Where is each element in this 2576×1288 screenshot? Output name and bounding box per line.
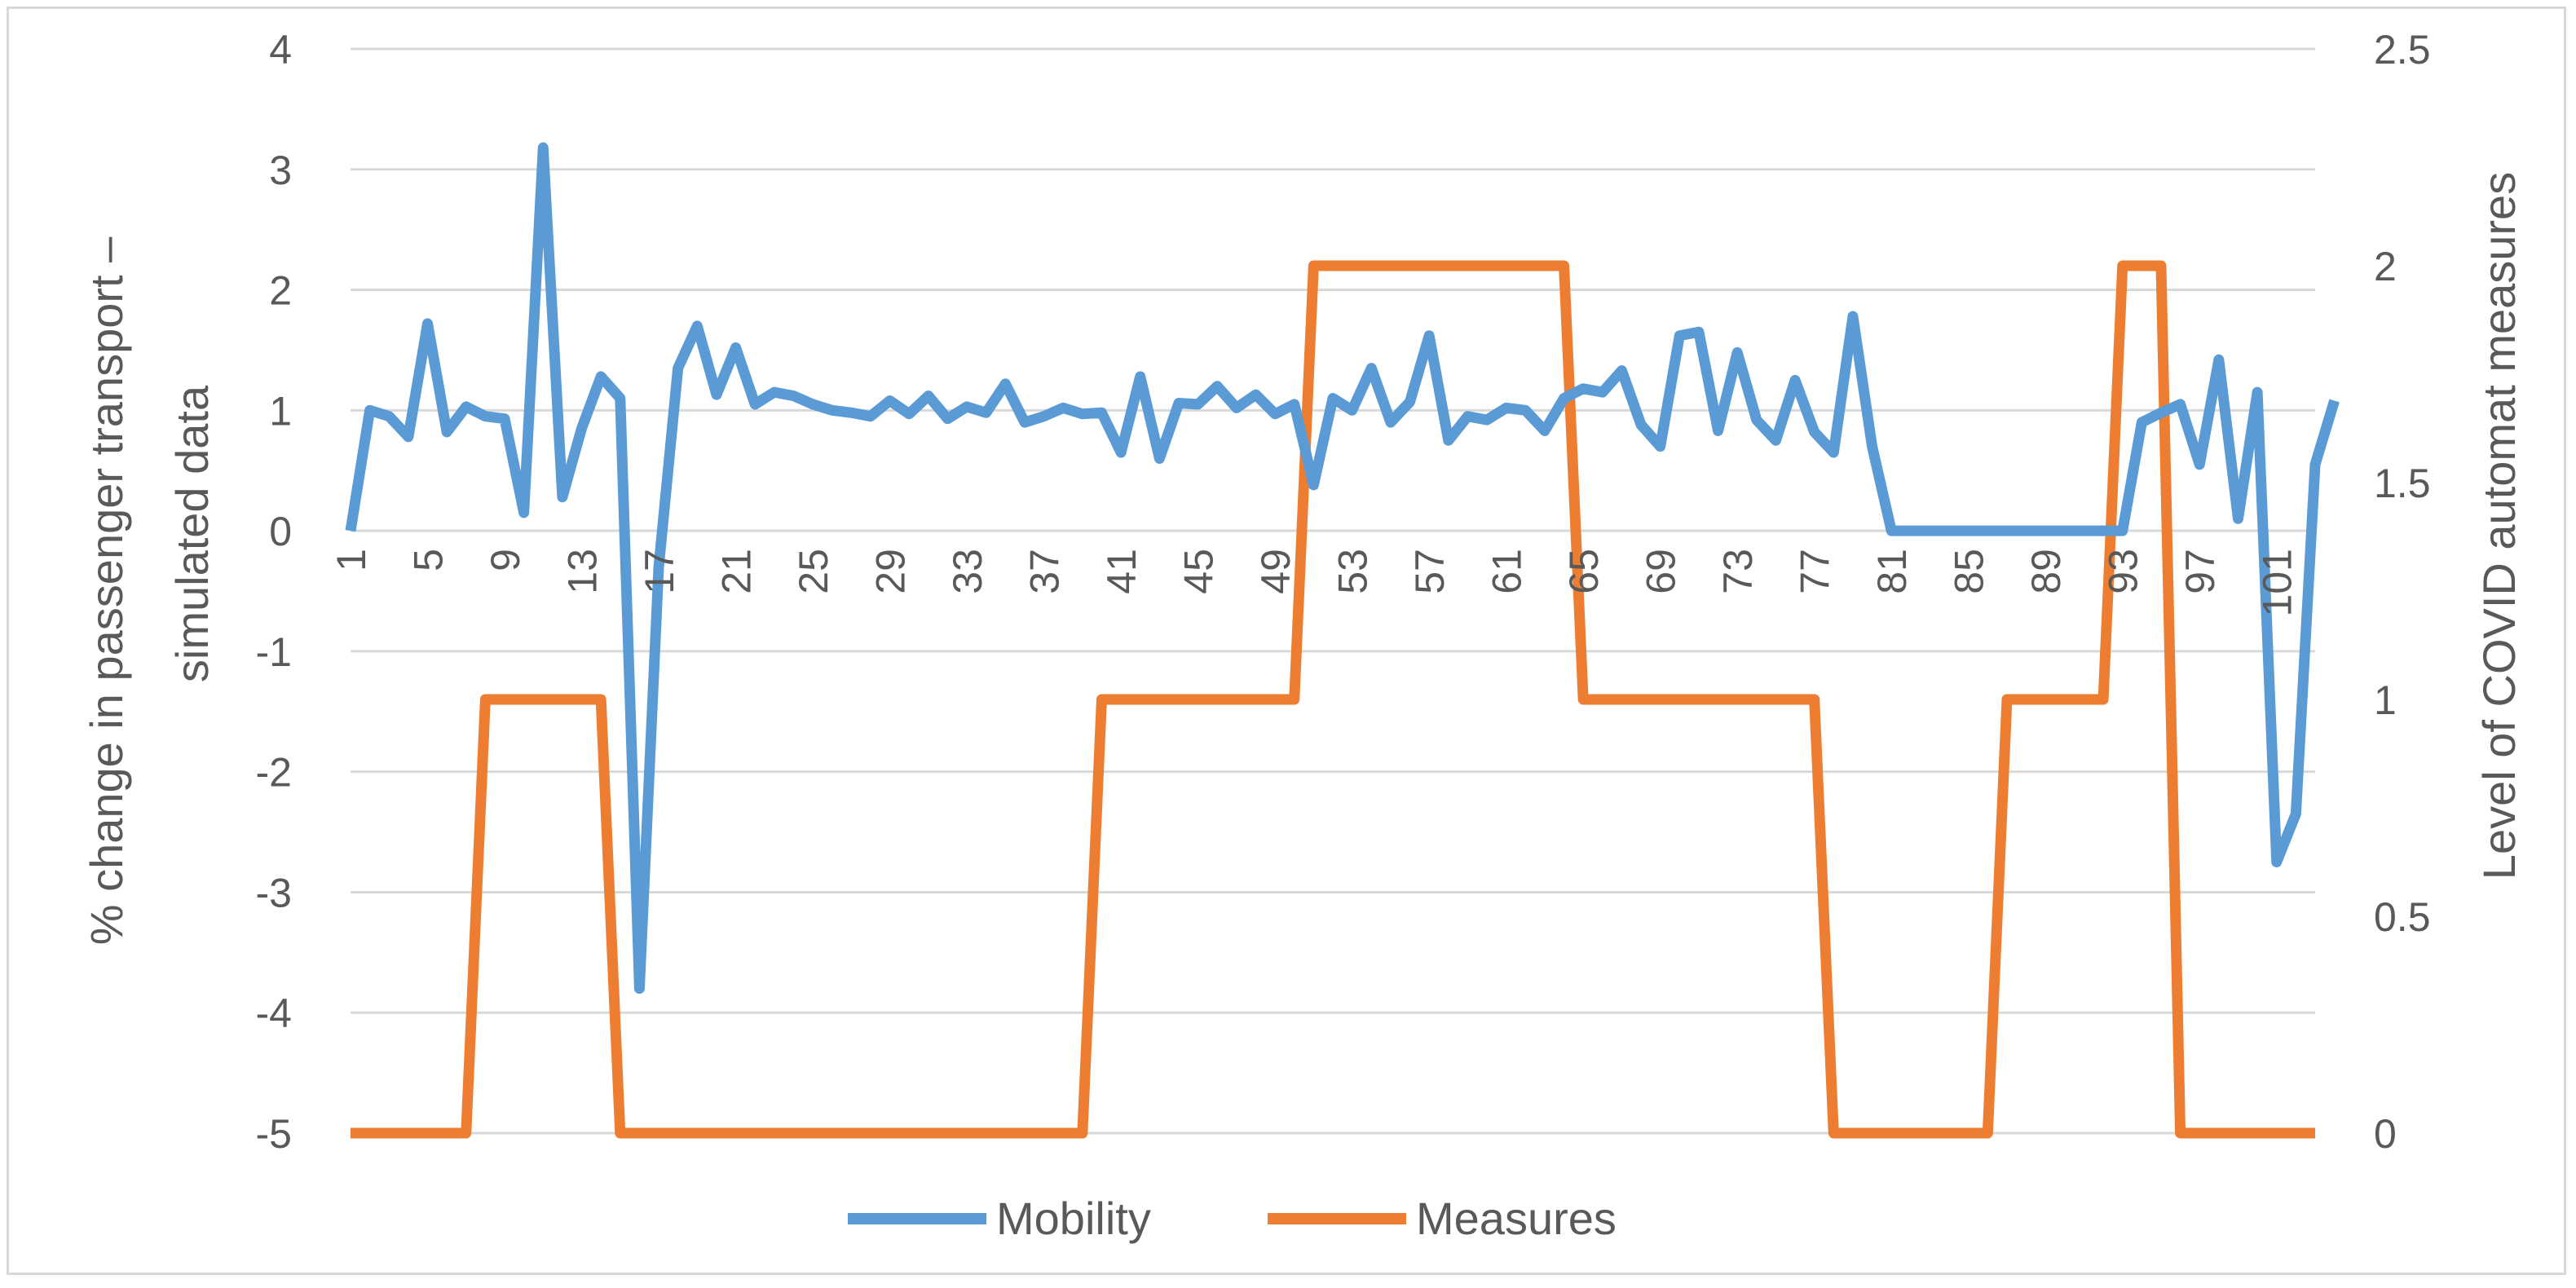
left-tick-label: 1 (269, 388, 292, 434)
chart-area (7, 7, 2566, 1275)
x-tick-label: 53 (1330, 549, 1376, 594)
right-tick-label: 2.5 (2374, 27, 2431, 73)
left-tick-label: 0 (269, 509, 292, 554)
left-tick-label: -1 (256, 629, 292, 675)
x-tick-label: 21 (714, 549, 760, 594)
measures-line (351, 260, 2315, 1139)
x-tick-label: 13 (560, 549, 606, 594)
x-tick-label: 9 (483, 549, 528, 571)
right-axis-title: Level of COVID automat measures (2473, 172, 2525, 880)
x-axis-ticks: 1 5 9 13 17 21 25 29 33 37 41 45 49 53 57 61 65 69 73 77 81 8… (329, 549, 2300, 616)
right-axis-ticks: 2.5 2 1.5 1 0.5 0 (2374, 27, 2431, 1157)
x-tick-label: 49 (1253, 549, 1299, 594)
legend-label-measures: Measures (1416, 1193, 1617, 1244)
left-tick-label: -3 (256, 870, 292, 915)
right-tick-label: 1.5 (2374, 461, 2431, 506)
x-tick-label: 5 (406, 549, 452, 571)
x-tick-label: 89 (2023, 549, 2069, 594)
x-tick-label: 17 (637, 549, 682, 594)
left-tick-label: -4 (256, 990, 292, 1036)
left-tick-label: 2 (269, 268, 292, 314)
x-tick-label: 73 (1715, 549, 1761, 594)
right-tick-label: 2 (2374, 244, 2397, 289)
left-tick-label: 3 (269, 148, 292, 193)
measures-series (351, 260, 2315, 1139)
x-tick-label: 101 (2255, 549, 2300, 616)
x-tick-label: 65 (1561, 549, 1607, 594)
right-tick-label: 1 (2374, 677, 2397, 723)
x-tick-label: 29 (868, 549, 914, 594)
legend: Mobility Measures (848, 1193, 1617, 1244)
x-tick-label: 37 (1022, 549, 1068, 594)
x-tick-label: 25 (791, 549, 836, 594)
x-tick-label: 85 (1947, 549, 1992, 594)
left-axis-title-line2: simulated data (166, 385, 218, 682)
legend-label-mobility: Mobility (996, 1193, 1151, 1244)
x-tick-label: 1 (329, 549, 374, 571)
left-tick-label: -2 (256, 750, 292, 796)
right-tick-label: 0 (2374, 1111, 2397, 1157)
x-tick-label: 45 (1176, 549, 1222, 594)
right-tick-label: 0.5 (2374, 894, 2431, 940)
left-tick-label: 4 (269, 27, 292, 73)
x-tick-label: 57 (1407, 549, 1453, 594)
x-tick-label: 69 (1639, 549, 1684, 594)
mobility-line (345, 142, 2340, 995)
mobility-series (345, 142, 2340, 995)
x-tick-label: 93 (2101, 549, 2146, 594)
x-tick-label: 97 (2177, 549, 2223, 594)
x-tick-label: 81 (1869, 549, 1915, 594)
left-axis-title-line1: % change in passenger transport – (81, 236, 132, 945)
left-axis-ticks: 4 3 2 1 0 -1 -2 -3 -4 -5 (256, 27, 292, 1157)
x-tick-label: 33 (945, 549, 990, 594)
x-tick-label: 77 (1793, 549, 1838, 594)
x-tick-label: 41 (1099, 549, 1145, 594)
left-tick-label: -5 (256, 1111, 292, 1157)
x-tick-label: 61 (1484, 549, 1530, 594)
